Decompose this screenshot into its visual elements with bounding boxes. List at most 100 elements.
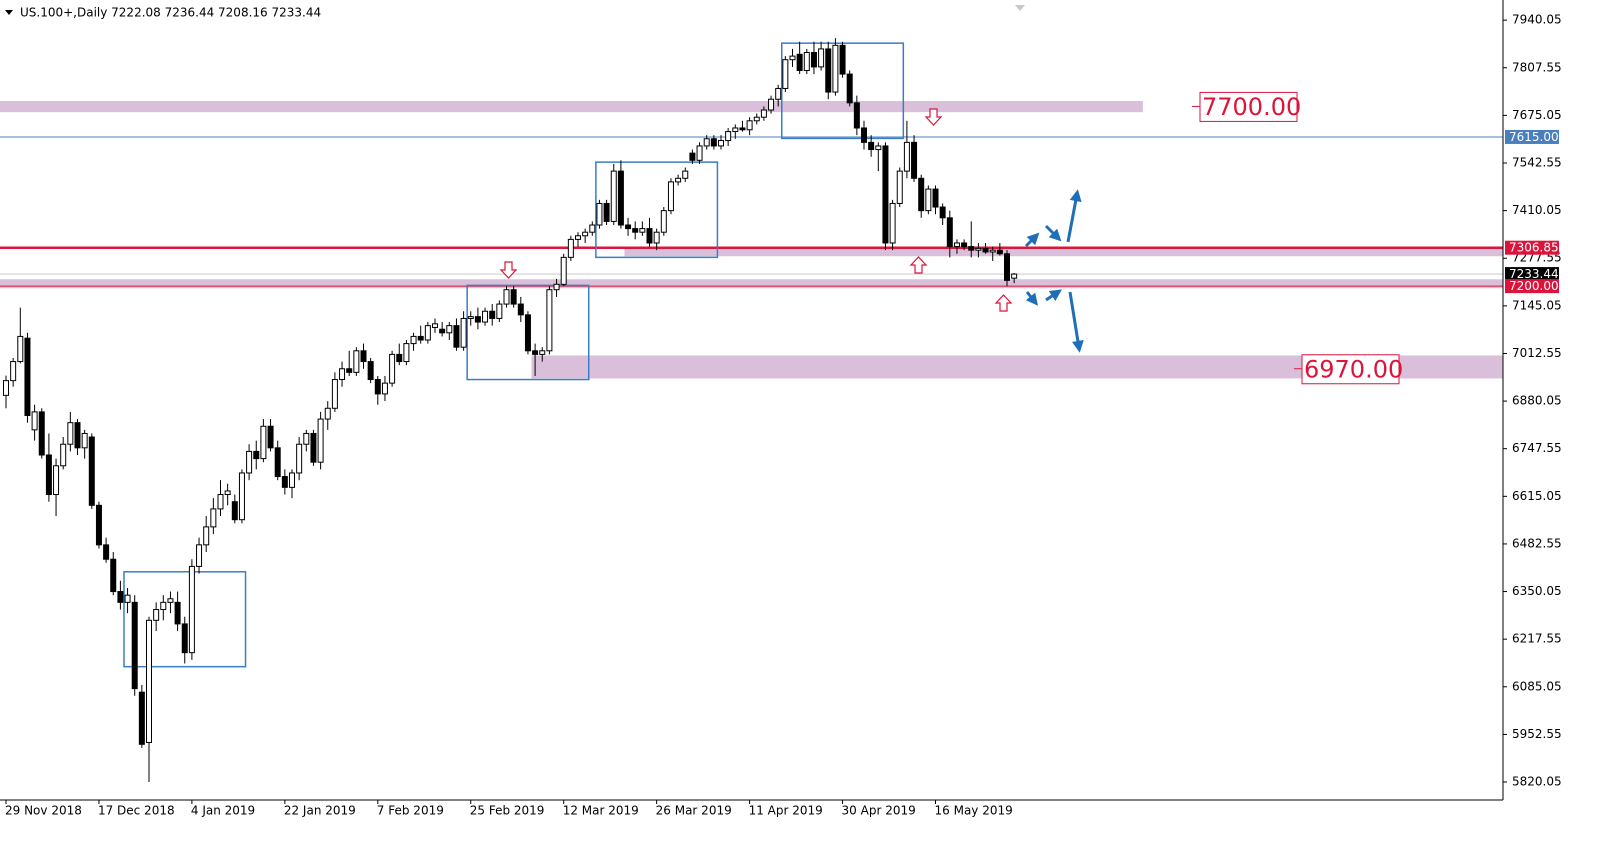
candle-body (489, 310, 496, 319)
candle-body (839, 44, 846, 75)
candle-body (74, 422, 81, 449)
candle-body (539, 350, 546, 355)
candle-body (996, 249, 1003, 255)
candles (3, 38, 1018, 783)
candle-body (725, 131, 732, 142)
y-tick-label: 7410.05 (1512, 203, 1562, 217)
candle-body (546, 289, 553, 352)
candle-body (124, 594, 131, 603)
candle-body (846, 73, 853, 104)
candle-body (646, 228, 653, 244)
candle-body (331, 379, 338, 409)
candle-body (517, 303, 524, 316)
annotation-label: 6970.00 (1304, 355, 1403, 383)
candle-body (339, 368, 346, 381)
candle-body (188, 565, 195, 654)
price-tag (1505, 279, 1559, 294)
candle-body (932, 188, 939, 208)
candle-body (875, 145, 882, 151)
y-tick-label: 5952.55 (1512, 727, 1562, 741)
arrow (1068, 291, 1084, 353)
candle-body (553, 283, 560, 291)
zone (0, 279, 1503, 289)
candle-body (474, 316, 481, 323)
x-tick-label: 26 Mar 2019 (656, 804, 732, 818)
candle-body (253, 450, 260, 460)
candle-body (953, 242, 960, 248)
candle-body (982, 247, 989, 253)
x-tick-label: 16 May 2019 (935, 804, 1013, 818)
candle-body (467, 316, 474, 319)
candle-body (503, 289, 510, 305)
candle-body (453, 325, 460, 348)
scenario-arrows (1024, 189, 1084, 353)
candle-body (374, 379, 381, 395)
candle-body (782, 59, 789, 89)
candle-body (289, 472, 295, 488)
candle-body (53, 465, 60, 496)
candle-body (210, 508, 217, 528)
candle-body (896, 170, 903, 204)
price-tag-label: 7615.00 (1509, 130, 1559, 144)
candle-body (753, 116, 760, 122)
candle-body (589, 224, 596, 233)
candle-body (596, 202, 603, 226)
candle-body (603, 202, 610, 222)
candle-body (367, 361, 374, 381)
candle-body (267, 425, 274, 449)
candle-body (739, 127, 746, 131)
candle-body (718, 140, 724, 147)
candle-body (246, 450, 253, 474)
candle-body (95, 504, 102, 546)
candle-body (296, 443, 303, 474)
y-tick-label: 5820.05 (1512, 775, 1562, 789)
candle-body (946, 217, 953, 248)
candle-body (3, 380, 9, 396)
candle-body (961, 242, 968, 248)
candle-body (682, 170, 689, 179)
candle-body (639, 228, 646, 233)
candle-body (346, 368, 353, 373)
price-tag-label: 7306.85 (1509, 241, 1559, 255)
levels (0, 136, 1503, 287)
candle-body (653, 231, 660, 244)
candle-body (131, 601, 138, 690)
y-tick-label: 7012.55 (1512, 346, 1562, 360)
candle-body (768, 98, 775, 111)
down-arrow (499, 261, 518, 279)
candle-body (88, 436, 95, 506)
x-tick-label: 7 Feb 2019 (377, 804, 444, 818)
y-tick-label: 6217.55 (1512, 632, 1562, 646)
range-box (466, 284, 590, 381)
x-tick-label: 11 Apr 2019 (749, 804, 823, 818)
candle-body (310, 432, 317, 463)
candle-body (81, 432, 88, 449)
candle-body (1004, 253, 1010, 281)
candle-body (796, 53, 803, 71)
candle-body (281, 476, 288, 488)
candle-body (696, 145, 703, 161)
candle-body (203, 526, 210, 546)
candle-body (667, 181, 674, 212)
candle-body (903, 141, 910, 172)
candle-body (117, 591, 124, 603)
candle-body (746, 120, 753, 131)
candle-body (918, 177, 925, 212)
candle-body (818, 48, 825, 68)
range-box (595, 161, 719, 259)
candle-body (460, 317, 467, 348)
candle-body (703, 138, 710, 147)
candle-body (45, 454, 52, 496)
candle-body (403, 343, 410, 363)
y-tick-label: 7542.55 (1512, 156, 1562, 170)
candle-body (610, 170, 617, 222)
arrow (1044, 224, 1062, 242)
candle-body (689, 152, 696, 161)
candle-body (868, 141, 875, 151)
y-tick-label: 6085.05 (1512, 679, 1562, 693)
candle-body (560, 256, 567, 285)
candle-body (167, 598, 174, 603)
candle-body (110, 558, 117, 593)
candle-body (832, 44, 839, 93)
candle-body (417, 335, 424, 341)
